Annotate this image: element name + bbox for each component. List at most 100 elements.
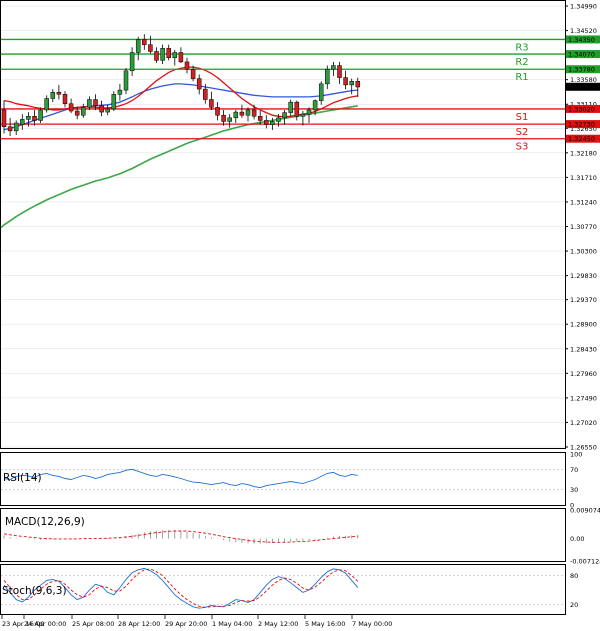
rsi-tick-label: 70 xyxy=(570,466,578,474)
price-tick-label: 1.34990 xyxy=(570,3,597,11)
candle xyxy=(32,109,37,126)
candle xyxy=(288,99,293,117)
candle xyxy=(227,114,232,128)
level-tag-label-r1: 1.33780 xyxy=(568,66,595,74)
level-tag-label-r2: 1.34070 xyxy=(568,51,595,59)
price-tick-label: 1.33110 xyxy=(570,101,597,109)
candle xyxy=(68,98,74,114)
level-tag-label-s2: 1.32730 xyxy=(568,121,595,129)
price-tick-label: 1.27020 xyxy=(570,419,597,427)
candle xyxy=(190,65,196,82)
candle-body xyxy=(349,80,354,86)
time-tick-label: 28 Apr 12:00 xyxy=(118,620,160,628)
candle-body xyxy=(105,108,110,113)
candle xyxy=(117,83,123,101)
time-tick-label: 2 May 12:00 xyxy=(258,620,298,628)
time-tick-label: 25 Apr 08:00 xyxy=(72,620,114,628)
candle xyxy=(264,115,269,129)
price-tick-label: 1.26550 xyxy=(570,444,597,452)
candle-body xyxy=(135,39,141,53)
candle-body xyxy=(32,116,37,121)
price-tick-label: 1.33580 xyxy=(570,76,597,84)
candle xyxy=(337,61,342,84)
candle xyxy=(105,104,110,116)
candle-body xyxy=(355,80,361,88)
candle xyxy=(282,109,287,125)
price-tick-label: 1.27490 xyxy=(570,394,597,402)
candle xyxy=(245,107,251,122)
candle-body xyxy=(142,39,147,45)
level-tag-label-s3: 1.32450 xyxy=(568,135,595,143)
current-price-tag xyxy=(566,82,600,91)
candle xyxy=(276,114,281,127)
candle xyxy=(160,44,165,64)
candle-body xyxy=(20,119,25,125)
candle-body xyxy=(233,111,239,119)
candle-body xyxy=(81,107,86,116)
time-tick-label: 23 Apr 16:00 xyxy=(2,620,44,628)
candle xyxy=(184,57,190,74)
candle-body xyxy=(270,121,275,125)
candle-body xyxy=(343,77,348,86)
candle xyxy=(44,95,49,113)
candle xyxy=(349,78,354,95)
candle-body xyxy=(203,88,208,100)
macd-panel-frame xyxy=(0,508,566,562)
candle xyxy=(56,84,62,100)
candle xyxy=(325,65,330,90)
candle-body xyxy=(38,109,43,121)
candle xyxy=(306,107,312,124)
candle-body xyxy=(312,100,318,111)
candle xyxy=(50,89,56,103)
level-name-s3: S3 xyxy=(516,142,529,153)
stoch-tick-label: 20 xyxy=(570,601,578,609)
stoch-panel-frame xyxy=(0,564,566,615)
candle xyxy=(172,49,178,66)
candle-body xyxy=(148,44,153,52)
candle-body xyxy=(294,101,300,117)
candle xyxy=(331,61,336,77)
candle-body xyxy=(215,107,220,116)
level-tag-r3 xyxy=(566,35,600,44)
candle xyxy=(93,94,98,110)
candle-body xyxy=(239,111,245,116)
stochastic-indicator: 80 20 xyxy=(1,567,578,609)
candle xyxy=(20,114,25,130)
candle-body xyxy=(68,103,74,112)
candle-body xyxy=(7,126,13,132)
current-price-label: 1.33444 xyxy=(568,83,595,91)
candle xyxy=(318,81,324,105)
ma-mid-line xyxy=(3,83,358,131)
candle xyxy=(239,104,245,118)
macd-tick-label: 0.00 xyxy=(570,535,584,543)
candle-body xyxy=(282,112,287,119)
rsi-panel-frame xyxy=(0,452,566,506)
price-tick-label: 1.28430 xyxy=(570,345,597,353)
main-gridlines xyxy=(1,5,565,448)
price-tick-label: 1.32650 xyxy=(570,125,597,133)
candle-body xyxy=(318,83,324,101)
candle xyxy=(312,99,318,116)
price-tick-label: 1.29370 xyxy=(570,296,597,304)
candle-body xyxy=(300,113,306,117)
candle-body xyxy=(184,61,190,70)
candle-body xyxy=(337,65,342,78)
level-name-r1: R1 xyxy=(515,72,528,83)
candle xyxy=(196,74,202,95)
candle xyxy=(294,100,300,121)
candle xyxy=(74,106,80,120)
candle-body xyxy=(93,99,98,107)
level-name-r2: R2 xyxy=(515,57,528,68)
time-tick-label: 24 Apr 00:00 xyxy=(24,620,66,628)
candle xyxy=(123,68,129,95)
candle-body xyxy=(172,52,178,58)
candle xyxy=(215,102,220,121)
candle-body xyxy=(56,91,62,95)
level-tag-r1 xyxy=(566,65,600,74)
candle xyxy=(300,111,306,126)
candle-body xyxy=(178,52,184,63)
candle-body xyxy=(251,109,257,117)
candle-body xyxy=(331,65,336,70)
candle-body xyxy=(123,70,129,91)
